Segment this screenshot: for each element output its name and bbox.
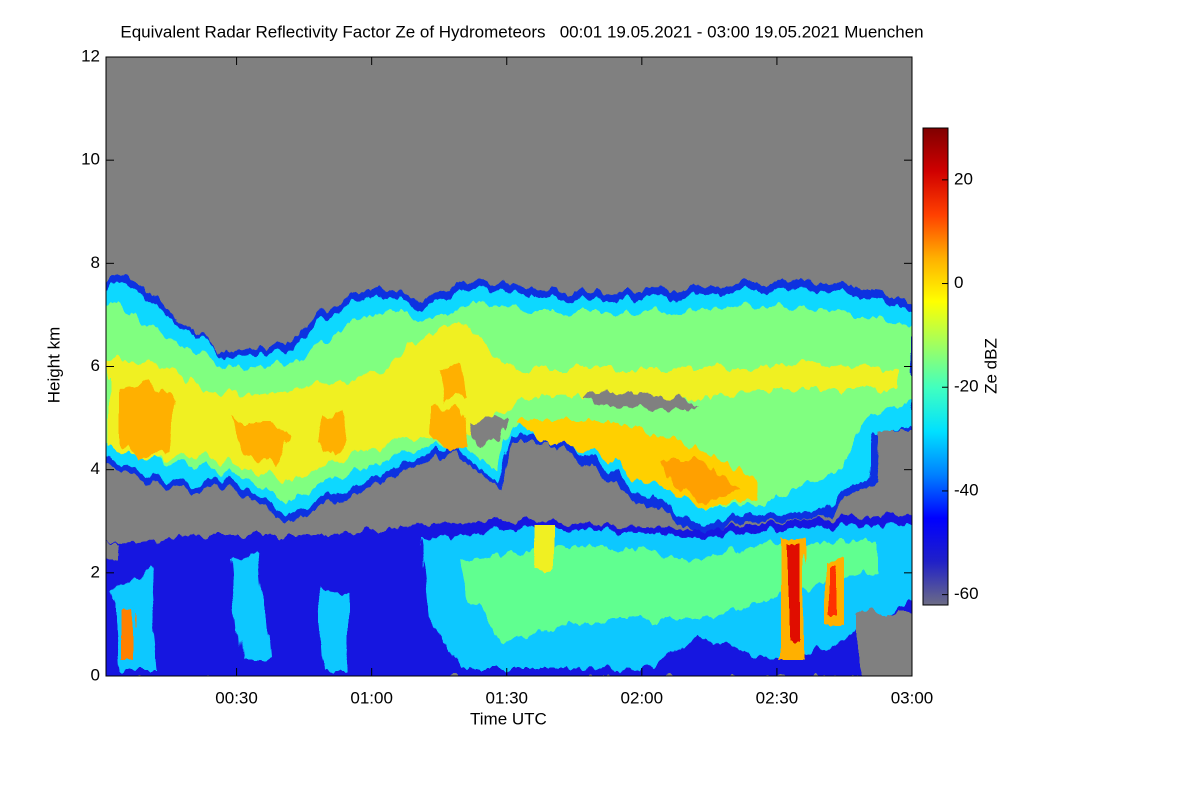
colorbar-tick-label: 20 <box>954 169 973 188</box>
colorbar-tick-label: -40 <box>954 480 979 499</box>
colorbar-tick-label: 0 <box>954 273 963 292</box>
x-tick-label: 00:30 <box>215 688 258 707</box>
chart-title: Equivalent Radar Reflectivity Factor Ze … <box>120 22 923 41</box>
colorbar-tick-label: -60 <box>954 584 979 603</box>
x-tick-label: 01:00 <box>350 688 393 707</box>
colorbar <box>922 127 949 606</box>
x-tick-label: 01:30 <box>485 688 528 707</box>
x-tick-label: 02:30 <box>756 688 799 707</box>
x-tick-label: 02:00 <box>621 688 664 707</box>
y-axis-label: Height km <box>44 327 63 404</box>
colorbar-label: Ze dBZ <box>981 338 1000 394</box>
colorbar-tick-label: -20 <box>954 377 979 396</box>
reflectivity-field <box>106 274 912 676</box>
y-tick-label: 10 <box>81 150 100 169</box>
x-axis-label: Time UTC <box>470 709 547 728</box>
y-tick-label: 4 <box>91 459 100 478</box>
y-tick-label: 0 <box>91 665 100 684</box>
y-tick-label: 12 <box>81 46 100 65</box>
y-tick-label: 8 <box>91 253 100 272</box>
y-tick-label: 2 <box>91 562 100 581</box>
x-tick-label: 03:00 <box>891 688 934 707</box>
y-tick-label: 6 <box>91 356 100 375</box>
